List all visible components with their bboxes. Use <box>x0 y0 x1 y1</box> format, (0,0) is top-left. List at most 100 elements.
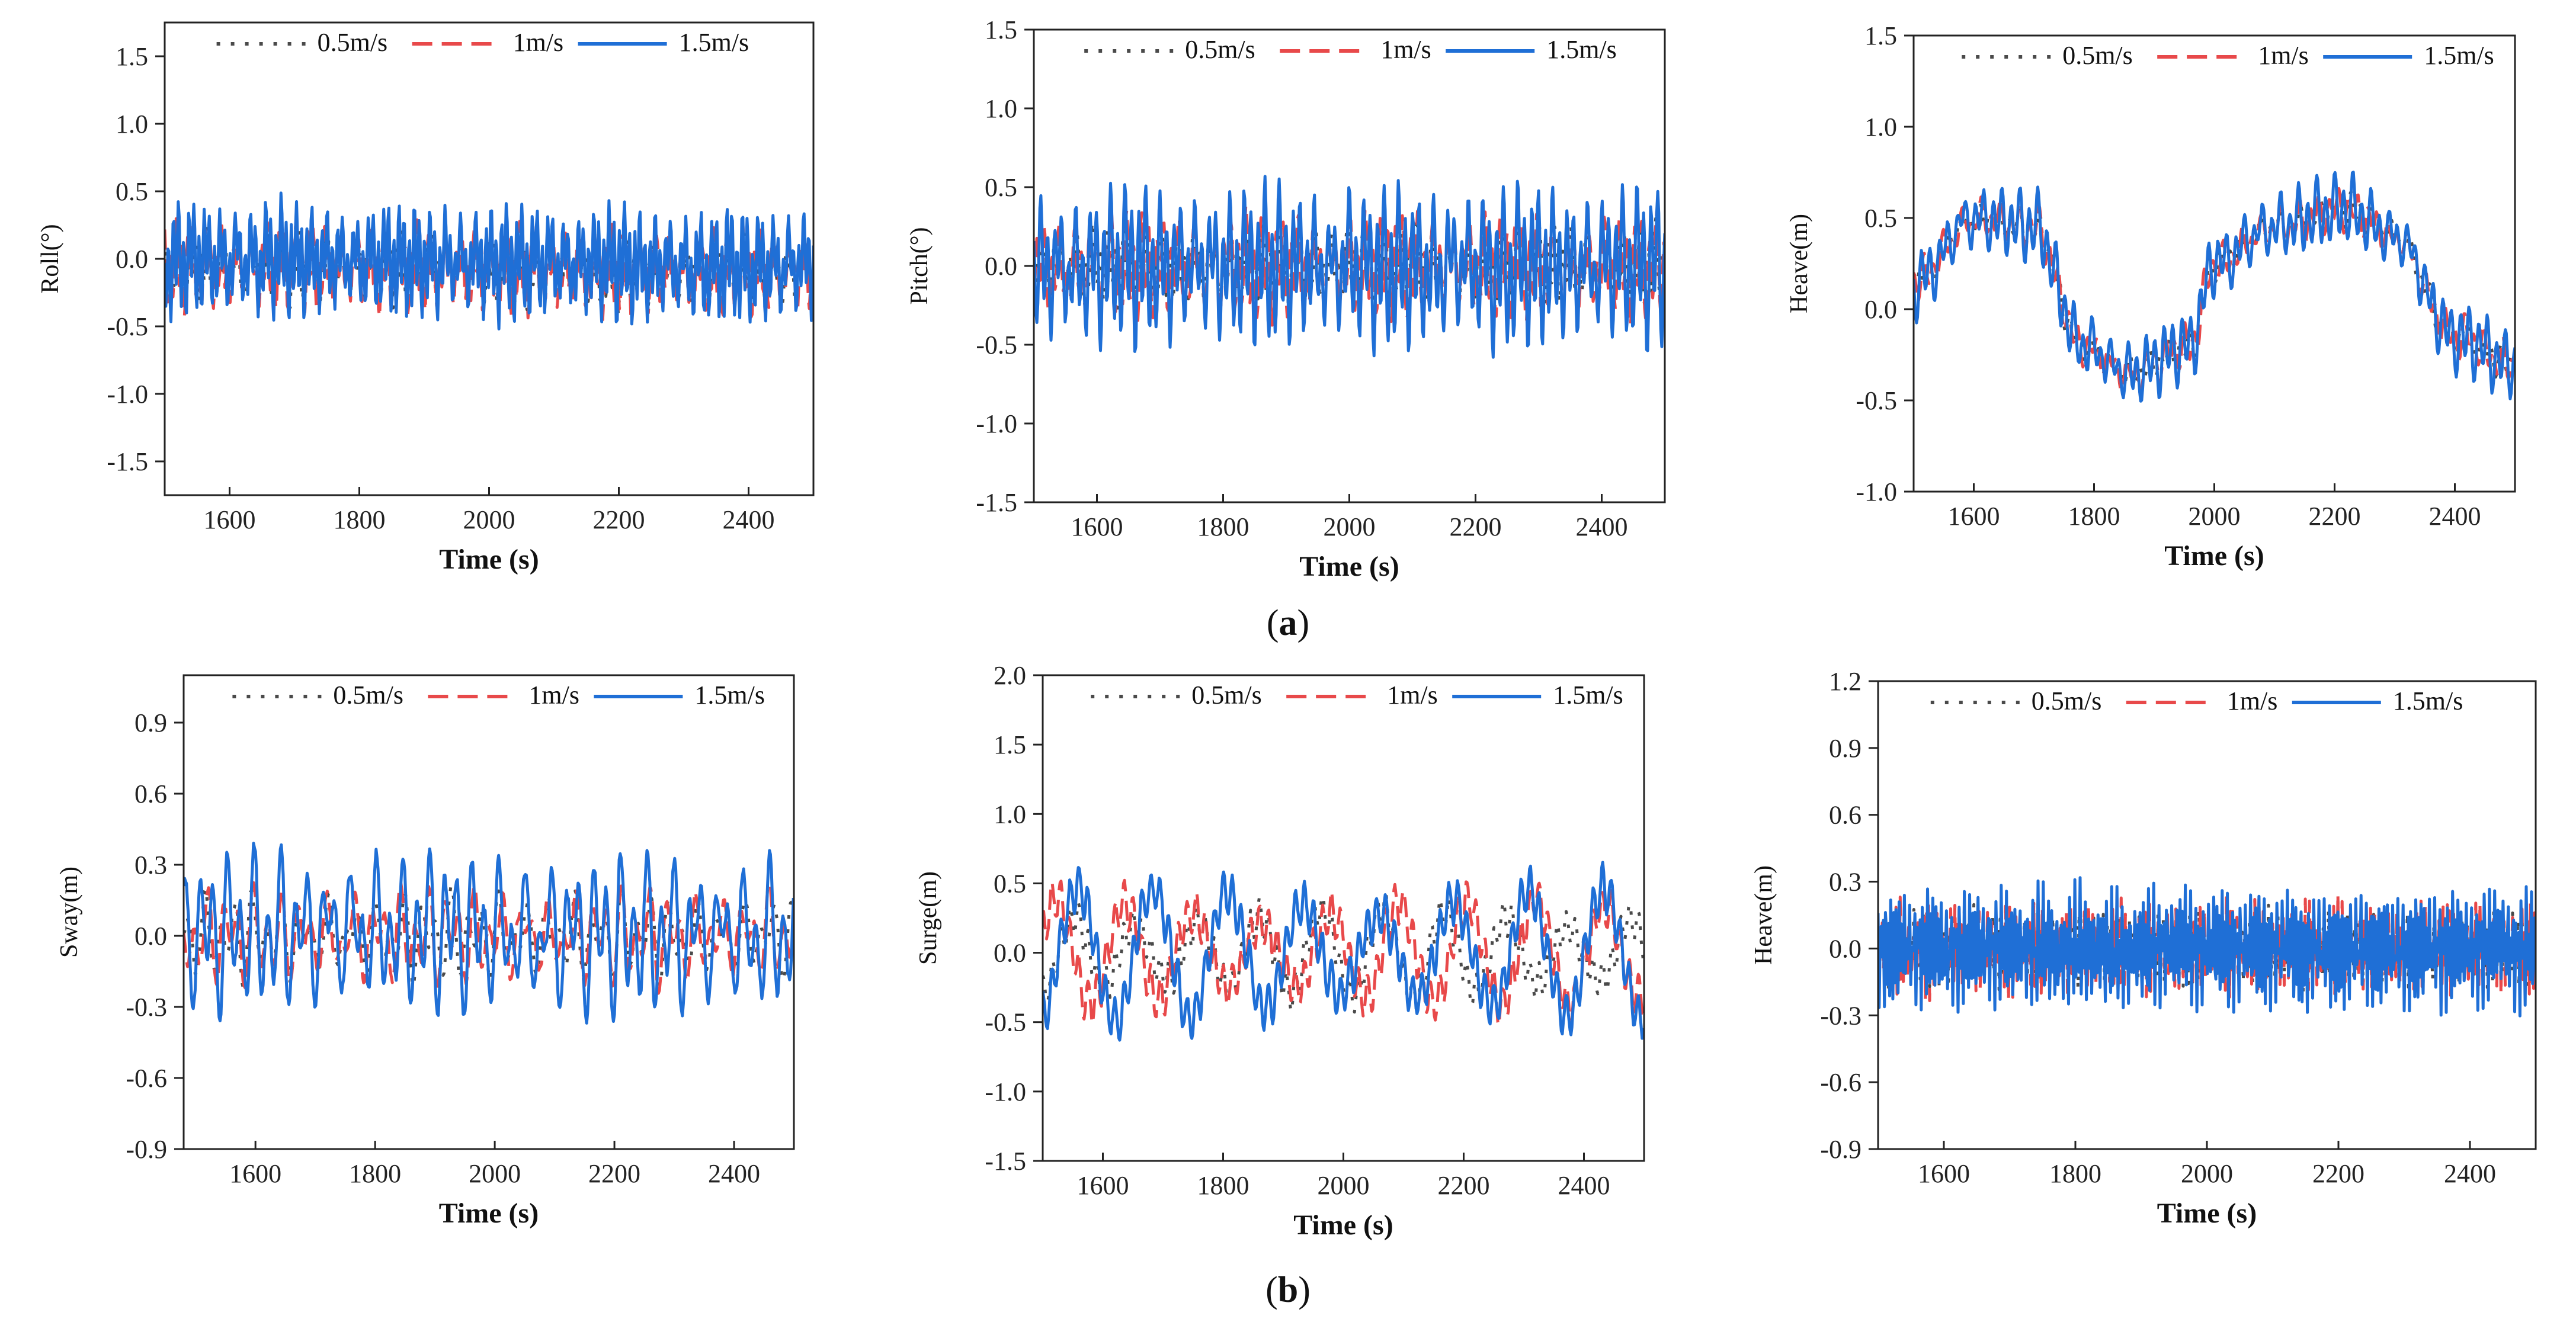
x-tick-label: 2000 <box>2181 1159 2233 1188</box>
x-tick-label: 2400 <box>2429 502 2481 531</box>
x-tick-label: 2200 <box>1438 1171 1490 1200</box>
y-axis-label: Surge(m) <box>915 871 942 965</box>
legend-label: 0.5m/s <box>1191 681 1262 710</box>
x-tick-label: 2200 <box>2312 1159 2364 1188</box>
legend-label: 1.5m/s <box>1553 681 1623 710</box>
y-tick-label: 0.5 <box>116 177 148 206</box>
legend-label: 0.5m/s <box>1185 35 1255 64</box>
y-tick-label: -0.9 <box>1820 1135 1861 1164</box>
series-group <box>1034 175 1665 359</box>
chart-heave_b: 1600 1800 2000 2200 2400 -0.9 -0.6 -0.3 0.0 0.3 0.… <box>1750 667 2537 1229</box>
plot-frame <box>182 674 795 1150</box>
series-line-1p5m-s <box>1043 861 1644 1042</box>
x-tick-label: 2000 <box>463 505 515 534</box>
chart-surge: 1600 1800 2000 2200 2400 -1.5 -1.0 -0.5 0.0 0.5 1.… <box>915 661 1645 1241</box>
y-axis-label: Heave(m) <box>1786 214 1813 313</box>
x-tick-label: 1800 <box>2068 502 2120 531</box>
caption-a-close: ) <box>1297 603 1310 643</box>
y-tick-label: -1.5 <box>985 1147 1026 1176</box>
y-tick-label: -0.5 <box>107 312 148 341</box>
x-tick-label: 2400 <box>723 505 775 534</box>
caption-a-open: ( <box>1267 603 1279 643</box>
y-axis-label: Roll(°) <box>37 224 64 293</box>
caption-b-letter: b <box>1278 1270 1298 1310</box>
legend-label: 1m/s <box>1387 681 1438 710</box>
y-axis-label: Sway(m) <box>56 867 83 958</box>
caption-a-letter: a <box>1279 603 1297 643</box>
series-group <box>1043 861 1644 1042</box>
y-tick-label: 0.0 <box>116 245 148 274</box>
y-tick-label: -0.5 <box>976 330 1017 360</box>
legend-label: 1m/s <box>513 28 564 57</box>
y-tick-label: -0.6 <box>1820 1068 1861 1097</box>
y-tick-label: -1.0 <box>107 380 148 409</box>
y-tick-label: -1.5 <box>107 447 148 476</box>
y-tick-label: -0.3 <box>126 993 167 1022</box>
x-tick-label: 2400 <box>2444 1159 2496 1188</box>
y-axis-label: Heave(m) <box>1750 865 1777 965</box>
legend-label: 0.5m/s <box>2032 686 2102 715</box>
y-tick-label: -1.0 <box>976 409 1017 438</box>
y-tick-label: 1.0 <box>985 94 1017 123</box>
y-tick-label: -1.0 <box>1856 477 1897 506</box>
y-tick-label: 0.0 <box>985 252 1017 281</box>
x-tick-label: 2000 <box>1318 1171 1370 1200</box>
series-line-1p5m-s <box>1914 171 2515 403</box>
legend-label: 1.5m/s <box>694 681 765 710</box>
y-tick-label: 0.0 <box>1864 295 1897 324</box>
y-tick-label: -0.5 <box>985 1008 1026 1037</box>
y-tick-label: -1.0 <box>985 1077 1026 1106</box>
legend-label: 0.5m/s <box>318 28 388 57</box>
y-tick-label: -0.5 <box>1856 386 1897 415</box>
x-axis-label: Time (s) <box>439 544 539 575</box>
y-tick-label: 1.2 <box>1829 667 1861 696</box>
x-tick-label: 1600 <box>1948 502 2000 531</box>
y-tick-label: 2.0 <box>994 661 1026 690</box>
x-tick-label: 1800 <box>349 1159 401 1188</box>
x-axis-label: Time (s) <box>1299 551 1399 582</box>
x-tick-label: 1600 <box>1071 512 1123 541</box>
x-tick-label: 1600 <box>204 505 256 534</box>
legend-label: 0.5m/s <box>2062 41 2133 70</box>
caption-b-close: ) <box>1298 1270 1311 1310</box>
series-group <box>184 842 794 1025</box>
y-tick-label: 1.5 <box>994 730 1026 759</box>
x-tick-label: 1800 <box>1197 512 1249 541</box>
legend-label: 1.5m/s <box>2424 41 2494 70</box>
x-tick-label: 1800 <box>334 505 386 534</box>
y-tick-label: 0.0 <box>1829 934 1861 963</box>
series-line-1p5m-s <box>184 842 794 1025</box>
legend-label: 1m/s <box>2227 686 2278 715</box>
x-tick-label: 1600 <box>229 1159 281 1188</box>
x-tick-label: 1600 <box>1077 1171 1129 1200</box>
x-tick-label: 1600 <box>1918 1159 1970 1188</box>
x-tick-label: 2400 <box>1576 512 1628 541</box>
series-group <box>165 191 813 330</box>
legend-label: 1.5m/s <box>1546 35 1617 64</box>
y-tick-label: 1.5 <box>116 42 148 71</box>
caption-a: (a) <box>1267 603 1309 643</box>
legend-label: 1m/s <box>2258 41 2309 70</box>
legend-label: 1.5m/s <box>2393 686 2463 715</box>
chart-heave_a: 1600 1800 2000 2200 2400 -1.0 -0.5 0.0 0.5 1.0 1.5… <box>1786 21 2516 572</box>
y-tick-label: 1.5 <box>1864 21 1897 50</box>
legend-label: 1m/s <box>528 681 579 710</box>
y-tick-label: 0.6 <box>134 779 167 808</box>
series-line-1m-s <box>1043 878 1644 1027</box>
caption-b: (b) <box>1265 1270 1311 1310</box>
x-axis-label: Time (s) <box>2164 540 2264 572</box>
y-tick-label: 0.9 <box>1829 734 1861 763</box>
y-tick-label: -0.3 <box>1820 1001 1861 1030</box>
y-axis-label: Pitch(°) <box>906 227 933 304</box>
x-tick-label: 2200 <box>2309 502 2361 531</box>
y-tick-label: 1.5 <box>985 15 1017 44</box>
x-axis-label: Time (s) <box>439 1198 539 1229</box>
y-tick-label: 0.5 <box>994 869 1026 898</box>
y-tick-label: 0.9 <box>134 708 167 737</box>
x-tick-label: 1800 <box>1197 1171 1249 1200</box>
legend-label: 1.5m/s <box>679 28 749 57</box>
y-tick-label: -0.9 <box>126 1135 167 1164</box>
y-tick-label: 0.0 <box>134 922 167 951</box>
series-line-1p5m-s <box>1034 175 1665 359</box>
